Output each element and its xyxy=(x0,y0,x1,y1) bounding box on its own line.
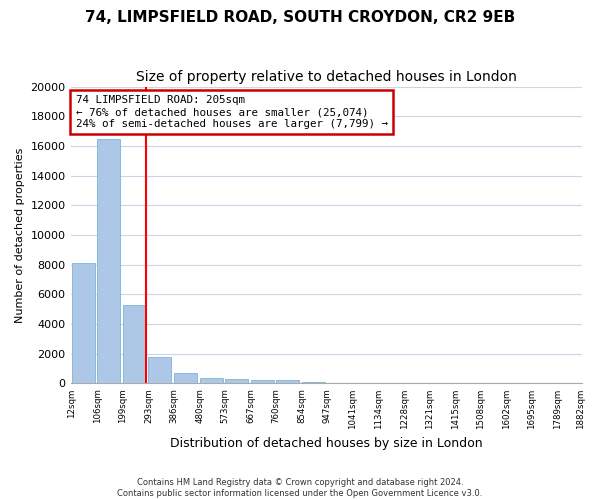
Bar xyxy=(328,382,350,384)
Text: Contains HM Land Registry data © Crown copyright and database right 2024.
Contai: Contains HM Land Registry data © Crown c… xyxy=(118,478,482,498)
Bar xyxy=(225,380,248,384)
Bar xyxy=(97,138,121,384)
Bar xyxy=(200,378,223,384)
Bar xyxy=(276,380,299,384)
Bar xyxy=(148,356,172,384)
Bar xyxy=(251,380,274,384)
Title: Size of property relative to detached houses in London: Size of property relative to detached ho… xyxy=(136,70,517,84)
Text: 74 LIMPSFIELD ROAD: 205sqm
← 76% of detached houses are smaller (25,074)
24% of : 74 LIMPSFIELD ROAD: 205sqm ← 76% of deta… xyxy=(76,96,388,128)
Bar xyxy=(302,382,325,384)
Bar xyxy=(123,305,146,384)
Bar xyxy=(174,373,197,384)
Y-axis label: Number of detached properties: Number of detached properties xyxy=(15,148,25,322)
Text: 74, LIMPSFIELD ROAD, SOUTH CROYDON, CR2 9EB: 74, LIMPSFIELD ROAD, SOUTH CROYDON, CR2 … xyxy=(85,10,515,25)
X-axis label: Distribution of detached houses by size in London: Distribution of detached houses by size … xyxy=(170,437,482,450)
Bar xyxy=(72,263,95,384)
